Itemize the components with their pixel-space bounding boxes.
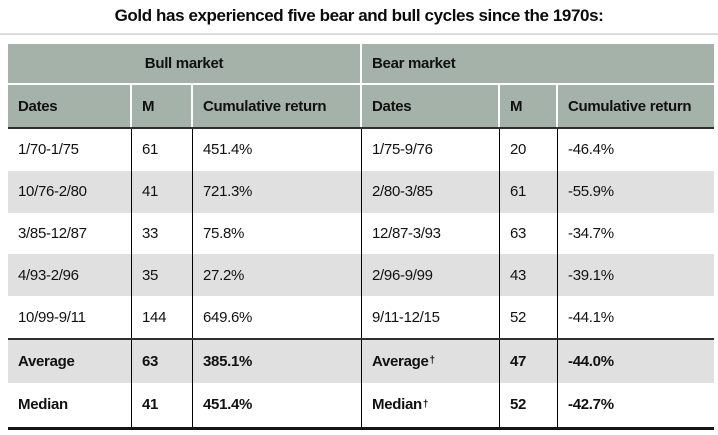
bull-average-return: 385.1% (193, 339, 362, 383)
table-row: 10/99-9/11 144 649.6% 9/11-12/15 52 -44.… (8, 296, 714, 338)
bull-market-header: Bull market (8, 44, 362, 85)
table-row: 10/76-2/80 41 721.3% 2/80-3/85 61 -55.9% (8, 170, 714, 213)
column-header-bull-months: M (132, 85, 193, 127)
median-row: Median 41 451.4% Median † 52 -42.7% (8, 382, 714, 427)
bear-median-return: -42.7% (568, 396, 614, 414)
bull-dates-cell: 10/76-2/80 (8, 170, 132, 213)
bear-dates-cell: 12/87-3/93 (362, 212, 500, 255)
summary-rule (8, 337, 714, 340)
bull-return-cell: 451.4% (193, 129, 362, 171)
column-header-bull-return: Cumulative return (193, 85, 362, 127)
table-row: 1/70-1/75 61 451.4% 1/75-9/76 20 -46.4% (8, 129, 714, 171)
bear-average-months: 47 (500, 339, 558, 383)
table-row: 3/85-12/87 33 75.8% 12/87-3/93 63 -34.7% (8, 212, 714, 255)
bull-dates-cell: 4/93-2/96 (8, 254, 132, 297)
bear-average-return: -44.0% (568, 352, 614, 370)
bull-dates-cell: 10/99-9/11 (8, 296, 132, 338)
bear-dates-cell: 1/75-9/76 (362, 129, 500, 171)
bear-months-cell: 20 (500, 129, 558, 171)
bull-median-return: 451.4% (193, 382, 362, 427)
section-header-row: Bull market Bear market (8, 44, 714, 85)
table-bottom-rule (8, 426, 714, 430)
bear-return-cell: -46.4% (568, 141, 614, 159)
bear-return-cell: -39.1% (568, 266, 614, 284)
bull-average-label: Average (8, 339, 132, 383)
page-title: Gold has experienced five bear and bull … (114, 6, 604, 25)
cycles-table: Bull market Bear market Dates M Cumulati… (8, 44, 714, 430)
column-header-bear-dates: Dates (362, 85, 500, 127)
bear-median-months: 52 (500, 382, 558, 427)
bull-median-months: 41 (132, 382, 193, 427)
bull-return-cell: 27.2% (193, 254, 362, 297)
bear-return-cell: -44.1% (568, 308, 614, 326)
bull-dates-cell: 1/70-1/75 (8, 129, 132, 171)
header-rule (8, 127, 714, 129)
column-header-bull-dates: Dates (8, 85, 132, 127)
table-row: 4/93-2/96 35 27.2% 2/96-9/99 43 -39.1% (8, 254, 714, 297)
bear-median-label-text: Median (372, 396, 422, 414)
bull-return-cell: 721.3% (193, 170, 362, 213)
bull-months-cell: 61 (132, 129, 193, 171)
bear-return-cell: -55.9% (568, 183, 614, 201)
average-row: Average 63 385.1% Average † 47 -44.0% (8, 339, 714, 383)
title-divider (0, 33, 718, 35)
bear-months-cell: 63 (500, 212, 558, 255)
bear-median-label: Median † (362, 382, 500, 427)
column-header-row: Dates M Cumulative return Dates M Cumula… (8, 85, 714, 127)
bull-dates-cell: 3/85-12/87 (8, 212, 132, 255)
bear-months-cell: 52 (500, 296, 558, 338)
bull-median-label: Median (8, 382, 132, 427)
bull-months-cell: 35 (132, 254, 193, 297)
bear-average-label-text: Average (372, 352, 429, 370)
column-header-bear-months: M (500, 85, 558, 127)
bear-market-header: Bear market (362, 44, 714, 85)
bear-return-cell: -34.7% (568, 224, 614, 242)
bear-average-label: Average † (362, 339, 500, 383)
bear-months-cell: 43 (500, 254, 558, 297)
bull-return-cell: 649.6% (193, 296, 362, 338)
bear-months-cell: 61 (500, 170, 558, 213)
bear-dates-cell: 9/11-12/15 (362, 296, 500, 338)
bull-months-cell: 33 (132, 212, 193, 255)
bull-months-cell: 144 (132, 296, 193, 338)
bear-dates-cell: 2/96-9/99 (362, 254, 500, 297)
bear-dates-cell: 2/80-3/85 (362, 170, 500, 213)
bull-return-cell: 75.8% (193, 212, 362, 255)
bull-months-cell: 41 (132, 170, 193, 213)
bull-average-months: 63 (132, 339, 193, 383)
column-header-bear-return: Cumulative return (558, 85, 714, 127)
